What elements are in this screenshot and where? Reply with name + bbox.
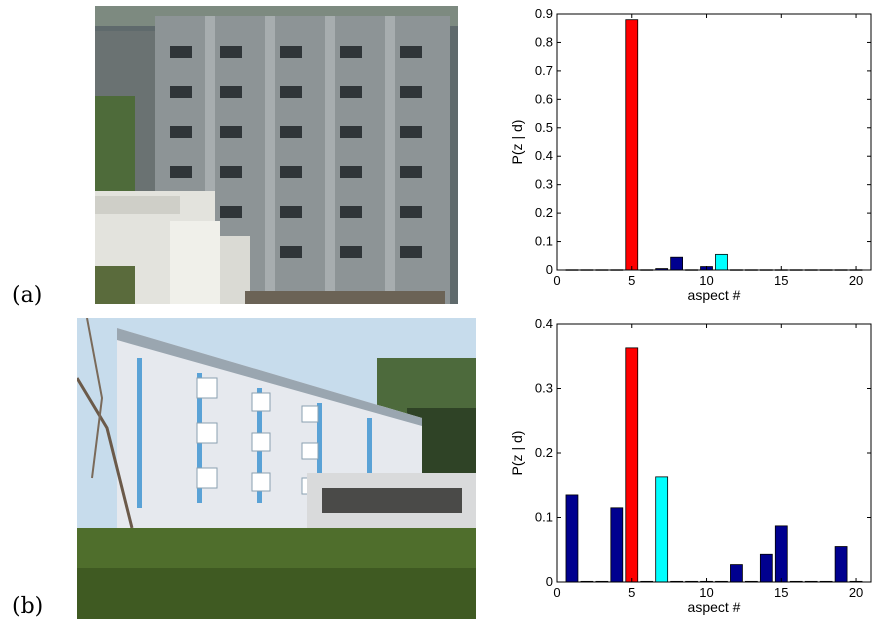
chart-b-ytick-label: 0.2	[535, 445, 553, 460]
chart-a-ytick-label: 0	[546, 262, 553, 277]
chart-b-xtick-label: 15	[774, 585, 788, 600]
chart-a-ticks: 0 5 10 15 20 0 0.1 0.2 0.3 0.4 0.5 0.6 0.7 0.8 0.9	[535, 6, 871, 288]
chart-b-bar-1	[565, 494, 579, 583]
chart-b-xtick-label: 20	[849, 585, 863, 600]
chart-b: 0 5 10 15 20 0 0.1 0.2 0.3 0.4 aspect # P(z | d)	[500, 312, 884, 624]
panel-label-a: (a)	[12, 283, 43, 308]
chart-a-bar-5	[625, 19, 639, 271]
chart-b-bars	[565, 347, 863, 583]
chart-b-ytick-label: 0	[546, 574, 553, 589]
chart-a-ytick-label: 0.9	[535, 6, 553, 21]
chart-a-ylabel: P(z | d)	[509, 120, 525, 165]
chart-a-xtick-label: 10	[699, 273, 713, 288]
chart-a-xtick-label: 0	[553, 273, 560, 288]
chart-a-ytick-label: 0.8	[535, 34, 553, 49]
chart-a-ytick-label: 0.5	[535, 120, 553, 135]
chart-a-xtick-label: 20	[849, 273, 863, 288]
chart-b-ylabel: P(z | d)	[509, 431, 525, 476]
panel-label-b: (b)	[12, 594, 44, 619]
chart-a-axes-box	[556, 13, 872, 271]
chart-a-ytick-label: 0.1	[535, 234, 553, 249]
chart-b-bar-5	[625, 347, 639, 583]
chart-a-xtick-label: 15	[774, 273, 788, 288]
chart-a-bar-8	[670, 256, 683, 271]
chart-b-xtick-label: 5	[628, 585, 635, 600]
chart-b-bar-12	[730, 564, 743, 583]
chart-b-axes-box	[556, 323, 872, 583]
chart-b-bar-14	[759, 553, 773, 583]
chart-a: 0 5 10 15 20 0 0.1 0.2 0.3 0.4 0.5 0.6 0.7 0.8 0.9 asp…	[500, 0, 884, 310]
chart-b-bar-19	[834, 546, 848, 583]
chart-a-ytick-label: 0.2	[535, 205, 553, 220]
chart-b-xlabel: aspect #	[688, 599, 741, 615]
chart-b-bar-4	[610, 507, 624, 583]
chart-a-ytick-label: 0.3	[535, 177, 553, 192]
chart-b-xtick-label: 10	[699, 585, 713, 600]
chart-b-ticks: 0 5 10 15 20 0 0.1 0.2 0.3 0.4	[535, 316, 871, 600]
photo-white-building	[77, 318, 476, 619]
white-building-image	[77, 318, 476, 619]
chart-b-bar-15	[774, 525, 788, 583]
chart-a-ytick-label: 0.7	[535, 63, 553, 78]
chart-a-bars	[565, 19, 863, 271]
chart-a-bar-11	[715, 253, 728, 271]
chart-b-ytick-label: 0.4	[535, 316, 553, 331]
chart-b-xtick-label: 0	[553, 585, 560, 600]
chart-b-ytick-label: 0.1	[535, 510, 553, 525]
chart-a-ytick-label: 0.4	[535, 148, 553, 163]
chart-a-plot: 0 5 10 15 20 0 0.1 0.2 0.3 0.4 0.5 0.6 0.7 0.8 0.9 asp…	[509, 6, 872, 303]
chart-a-xtick-label: 5	[628, 273, 635, 288]
chart-a-xlabel: aspect #	[688, 287, 741, 303]
chart-b-ytick-label: 0.3	[535, 381, 553, 396]
chart-b-plot: 0 5 10 15 20 0 0.1 0.2 0.3 0.4 aspect # P(z | d)	[509, 316, 872, 615]
apartment-block-image	[95, 6, 458, 304]
chart-a-ytick-label: 0.6	[535, 91, 553, 106]
photo-apartment-block	[95, 6, 458, 304]
chart-b-bar-7	[655, 476, 669, 583]
